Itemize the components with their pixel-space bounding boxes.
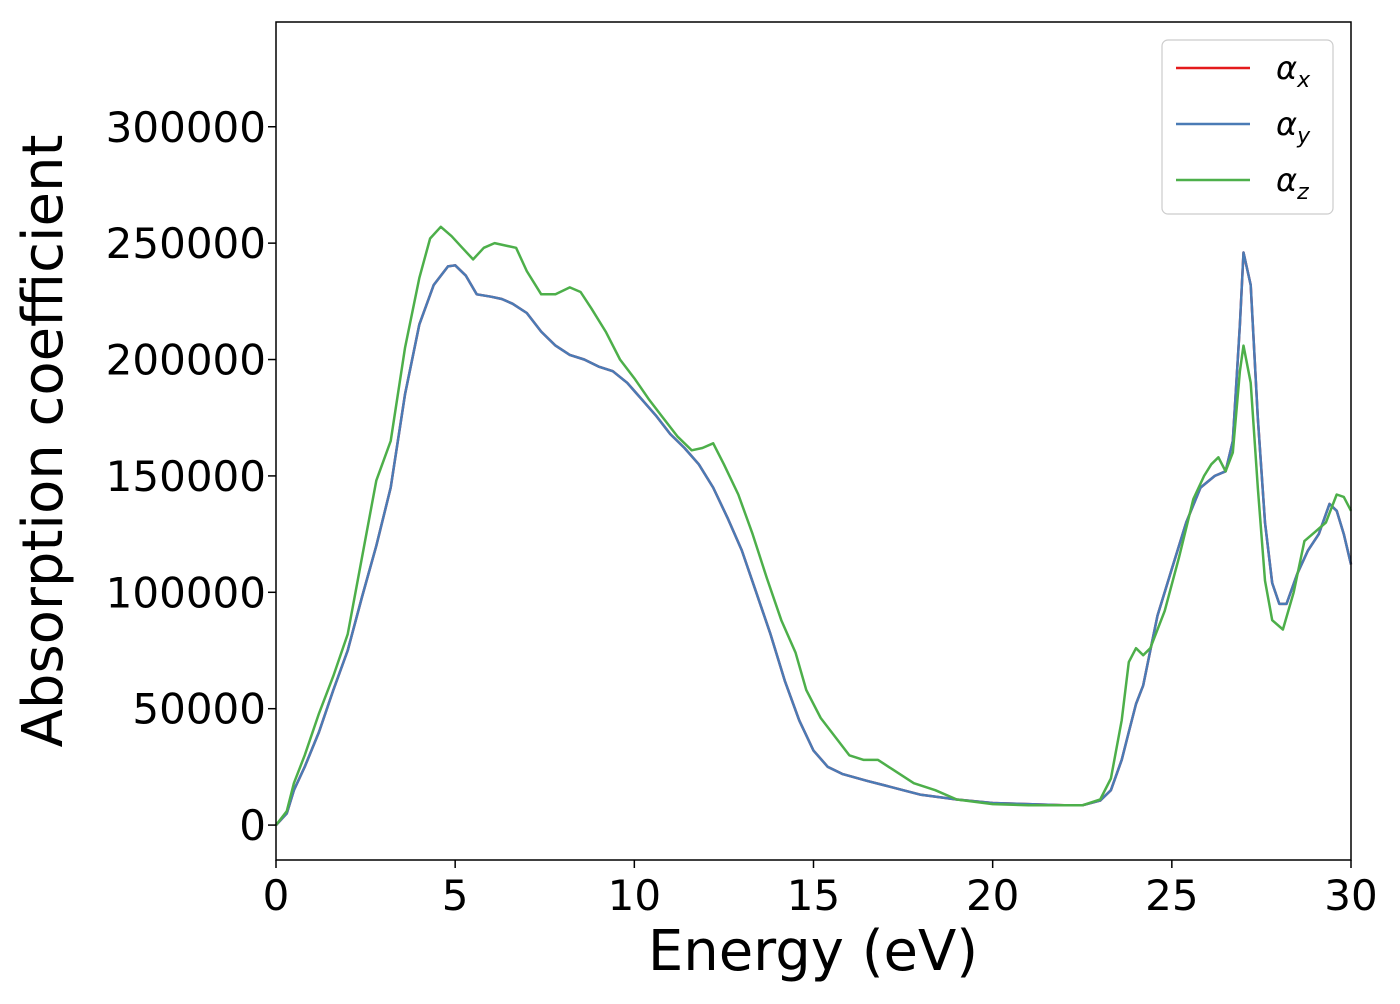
x-axis-ticks: 0 5 10 15 20 25 30 [263,860,1378,920]
x-tick-label: 25 [1145,871,1198,920]
x-tick-label: 20 [966,871,1019,920]
x-axis-title: Energy (eV) [648,919,978,984]
legend-label-x: αx [1276,49,1311,93]
y-tick-label: 200000 [106,336,266,385]
y-tick-label: 300000 [106,103,266,152]
y-axis-title: Absorption coefficient [11,135,76,748]
x-tick-label: 0 [263,871,290,920]
legend-label-subscript: z [1296,180,1309,205]
series-line-z [275,225,1353,826]
legend-label-subscript: y [1296,124,1311,149]
x-tick-label: 5 [442,871,469,920]
series-layer [275,225,1353,826]
y-tick-label: 150000 [106,452,266,501]
legend-label-base: α [1276,49,1297,87]
x-tick-label: 10 [608,871,661,920]
x-tick-label: 30 [1324,871,1377,920]
legend-label-base: α [1276,105,1297,143]
x-tick-label: 15 [787,871,840,920]
y-tick-label: 250000 [106,219,266,268]
legend-label-base: α [1276,161,1297,199]
series-line-y [275,251,1353,826]
legend-label-y: αy [1276,105,1311,149]
legend-box [1161,39,1334,215]
y-axis-ticks: 0 50000 100000 150000 200000 250000 300000 [106,103,276,850]
y-tick-label: 50000 [132,685,266,734]
legend-label-z: αz [1276,161,1309,205]
y-tick-label: 100000 [106,568,266,617]
y-tick-label: 0 [239,801,266,850]
legend-label-subscript: x [1296,68,1311,93]
series-line-x [275,251,1353,826]
